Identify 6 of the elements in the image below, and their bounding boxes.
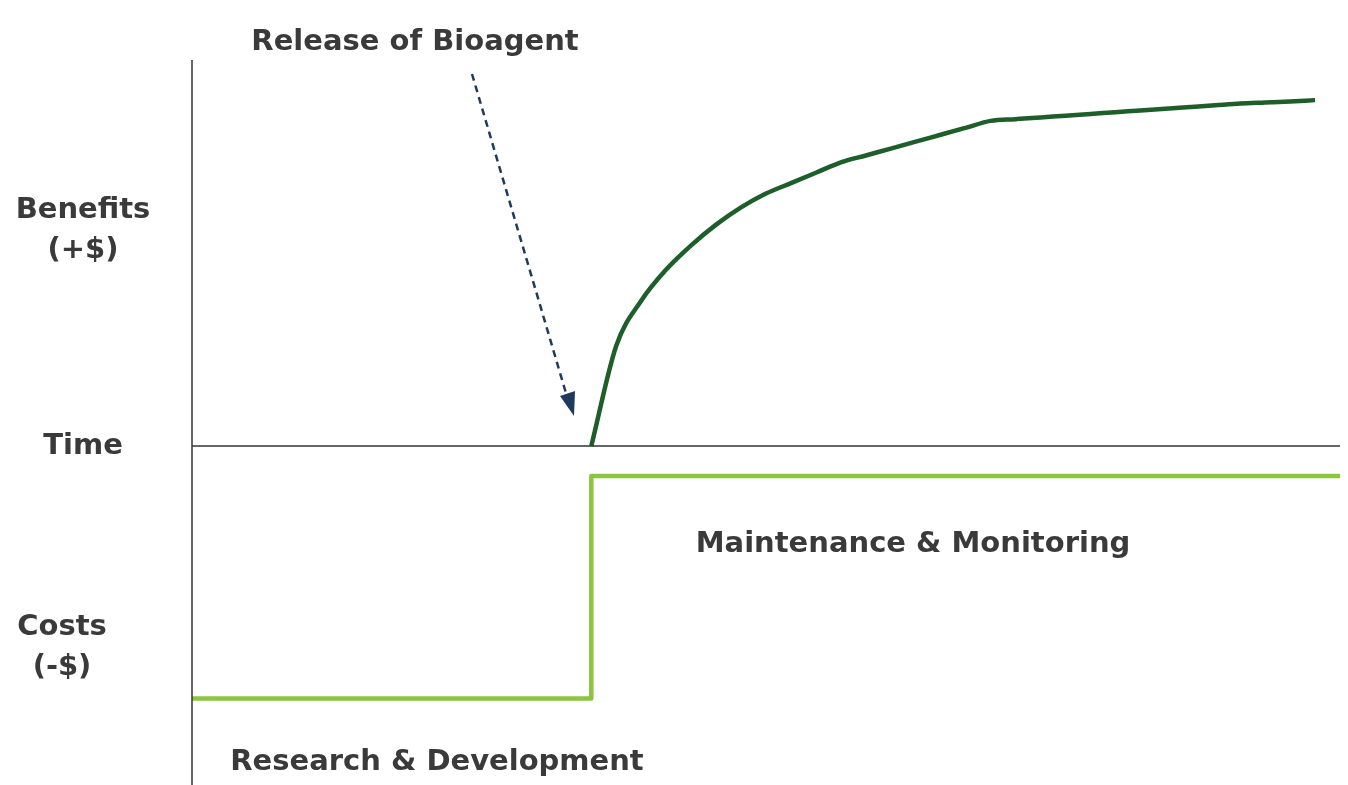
x-axis-title: Time — [43, 426, 123, 461]
text: Release of Bioagent — [251, 23, 579, 58]
text: Costs (-$) — [17, 608, 107, 683]
text: Research & Development — [230, 743, 644, 778]
text: Benefits (+$) — [15, 191, 151, 266]
annotation: Maintenance & Monitoring — [695, 525, 1131, 560]
